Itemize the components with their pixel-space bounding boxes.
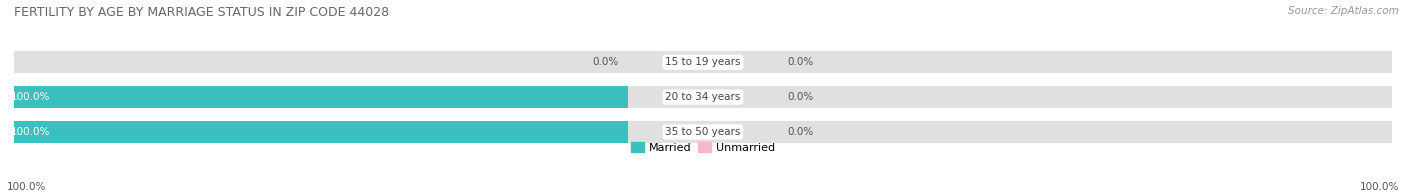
Text: FERTILITY BY AGE BY MARRIAGE STATUS IN ZIP CODE 44028: FERTILITY BY AGE BY MARRIAGE STATUS IN Z… [14,6,389,19]
Bar [1,121,628,143]
Bar [1,86,628,108]
Text: 0.0%: 0.0% [592,57,619,67]
Text: 15 to 19 years: 15 to 19 years [665,57,741,67]
Text: 20 to 34 years: 20 to 34 years [665,92,741,102]
Bar [1,121,703,143]
Bar [703,121,1405,143]
Text: 0.0%: 0.0% [787,92,814,102]
Text: 100.0%: 100.0% [1360,182,1399,192]
Text: 100.0%: 100.0% [11,92,51,102]
Text: 100.0%: 100.0% [7,182,46,192]
Bar [1,52,703,73]
Bar [703,52,1405,73]
Bar [1,86,703,108]
Text: 100.0%: 100.0% [11,127,51,137]
Legend: Married, Unmarried: Married, Unmarried [631,142,775,153]
Bar [703,86,1405,108]
Text: 35 to 50 years: 35 to 50 years [665,127,741,137]
Text: 0.0%: 0.0% [787,127,814,137]
Text: 0.0%: 0.0% [787,57,814,67]
Text: Source: ZipAtlas.com: Source: ZipAtlas.com [1288,6,1399,16]
